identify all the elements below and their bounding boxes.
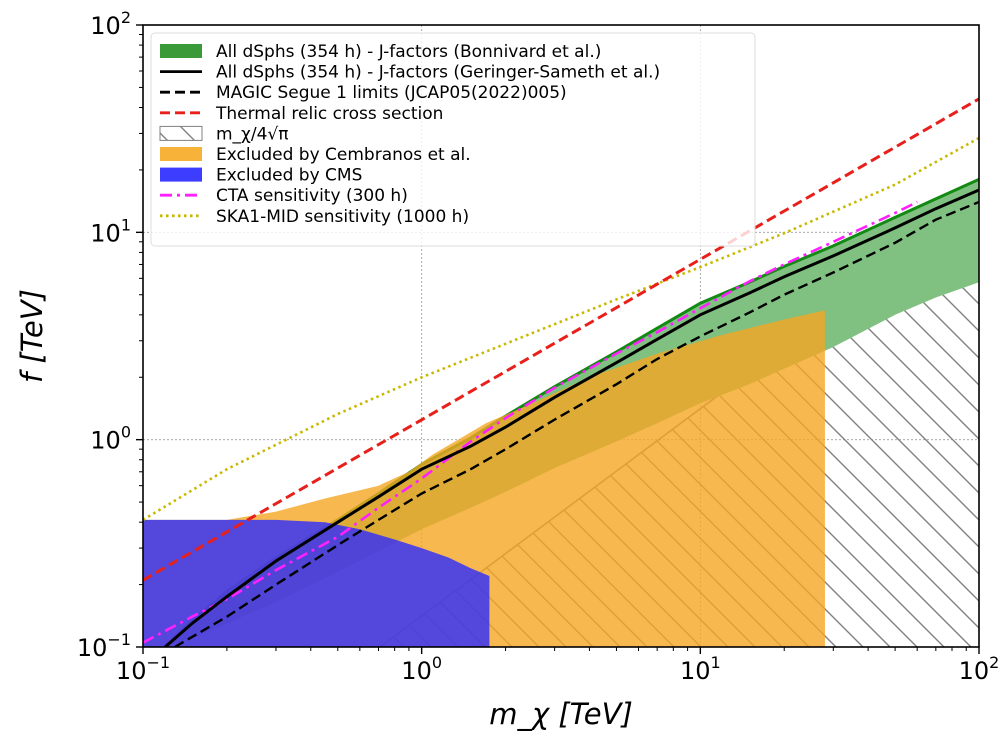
- y-axis-title: f [TeV]: [15, 289, 49, 383]
- legend-entry-5-swatch: [160, 147, 202, 161]
- legend: All dSphs (354 h) - J-factors (Bonnivard…: [150, 32, 756, 247]
- legend-entry-3-label: Thermal relic cross section: [215, 104, 443, 124]
- legend-entry-6: Excluded by CMS: [160, 166, 362, 186]
- ticks: 10−1 100 101 102 10−1 100 101 102: [77, 8, 1000, 685]
- plot-frame: [142, 24, 980, 648]
- x-axis-title: m_χ [TeV]: [489, 697, 633, 731]
- legend-entry-8: SKA1-MID sensitivity (1000 h): [160, 207, 469, 227]
- legend-entry-4-label: m_χ/4√π: [216, 124, 289, 144]
- thermal-relic-line: [143, 97, 979, 582]
- legend-entry-1: All dSphs (354 h) - J-factors (Geringer-…: [160, 63, 660, 83]
- x-tick-label-1: 100: [401, 653, 442, 685]
- y-tick-label-3: 102: [90, 8, 131, 40]
- legend-box: [150, 32, 756, 247]
- legend-entry-2: MAGIC Segue 1 limits (JCAP05(2022)005): [160, 83, 567, 103]
- legend-entry-4-swatch: [159, 125, 203, 141]
- legend-entry-6-label: Excluded by CMS: [216, 166, 362, 186]
- x-tick-label-3: 102: [959, 653, 1000, 685]
- legend-entry-5-label: Excluded by Cembranos et al.: [216, 145, 471, 165]
- series-layer: [143, 97, 979, 647]
- legend-entry-3: Thermal relic cross section: [160, 104, 443, 124]
- magic-segue1-line: [174, 200, 979, 647]
- legend-entry-8-label: SKA1-MID sensitivity (1000 h): [216, 207, 469, 227]
- y-tick-label-2: 101: [90, 215, 131, 247]
- ska-sensitivity-line: [143, 136, 979, 522]
- legend-entry-5: Excluded by Cembranos et al.: [160, 145, 471, 165]
- legend-entry-6-swatch: [160, 167, 202, 182]
- legend-entry-0-label: All dSphs (354 h) - J-factors (Bonnivard…: [216, 42, 601, 62]
- legend-entry-2-label: MAGIC Segue 1 limits (JCAP05(2022)005): [216, 83, 567, 103]
- legend-entry-0-swatch: [160, 44, 202, 58]
- geringer-sameth-line: [164, 188, 979, 647]
- y-tick-label-0: 10−1: [77, 630, 131, 662]
- cta-sensitivity-line: [143, 200, 918, 644]
- legend-entry-4: m_χ/4√π: [159, 124, 289, 144]
- legend-entry-7-label: CTA sensitivity (300 h): [216, 186, 408, 206]
- x-tick-label-0: 10−1: [116, 653, 170, 685]
- y-tick-label-1: 100: [90, 423, 131, 455]
- legend-entry-0: All dSphs (354 h) - J-factors (Bonnivard…: [160, 42, 601, 62]
- x-tick-label-2: 101: [680, 653, 721, 685]
- legend-entry-1-label: All dSphs (354 h) - J-factors (Geringer-…: [216, 63, 660, 83]
- legend-entry-7: CTA sensitivity (300 h): [160, 186, 408, 206]
